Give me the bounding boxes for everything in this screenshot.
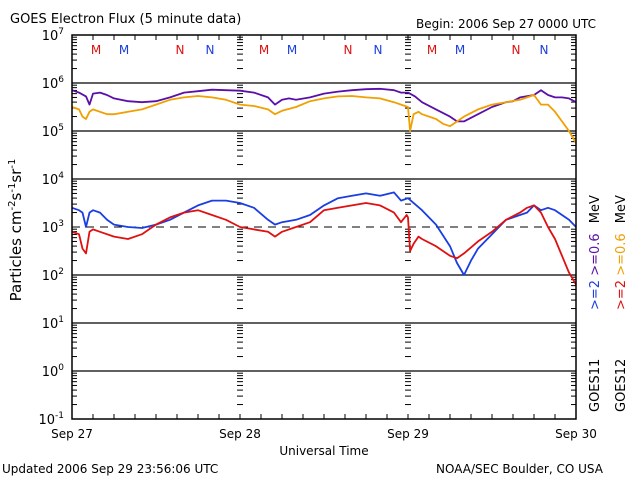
y-tick-label: 101 — [42, 315, 64, 332]
y-tick-label: 103 — [42, 219, 64, 236]
legend-g11-06mev: >=0.6 — [588, 233, 603, 276]
satellite-marker-label: M — [287, 43, 297, 57]
y-tick-label: 104 — [42, 171, 65, 188]
legend-energy-goes11: >=2 >=0.6 MeV — [588, 195, 603, 310]
satellite-marker-label: N — [206, 43, 215, 57]
y-tick-label: 106 — [42, 75, 65, 92]
plot-frame — [71, 34, 577, 420]
chart-title: GOES Electron Flux (5 minute data) — [10, 12, 242, 27]
legend-g12-2mev: >=2 — [614, 279, 629, 310]
legend-goes11-text: GOES11 — [588, 358, 603, 412]
y-tick-label: 100 — [42, 363, 65, 380]
series-line-3 — [71, 202, 577, 286]
x-tick-label: Sep 28 — [219, 427, 261, 441]
credit-text: NOAA/SEC Boulder, CO USA — [436, 462, 603, 476]
y-tick-label: 107 — [42, 27, 64, 44]
begin-date: Begin: 2006 Sep 27 0000 UTC — [416, 17, 597, 31]
y-tick-label: 102 — [42, 267, 64, 284]
satellite-marker-label: M — [119, 43, 129, 57]
x-tick-label: Sep 29 — [387, 427, 429, 441]
satellite-marker-label: N — [344, 43, 353, 57]
grid-lines — [72, 82, 576, 372]
satellite-marker-label: N — [176, 43, 185, 57]
satellite-marker-label: M — [259, 43, 269, 57]
x-tick-label: Sep 30 — [555, 427, 597, 441]
legend-mev-unit-2: MeV — [614, 195, 629, 224]
legend-goes12: GOES12 — [614, 359, 629, 412]
legend-mev-unit: MeV — [588, 195, 603, 224]
x-axis-label: Universal Time — [279, 444, 368, 458]
satellite-marker-label: M — [91, 43, 101, 57]
series-line-1 — [71, 94, 577, 144]
legend-g12-06mev: >=0.6 — [614, 233, 629, 276]
legend-goes12-text: GOES12 — [614, 358, 629, 412]
y-tick-labels: 107 106 105 104 103 102 101 100 10-1 — [38, 27, 64, 428]
updated-timestamp: Updated 2006 Sep 29 23:56:06 UTC — [2, 462, 219, 476]
series-lines — [71, 87, 577, 286]
legend-goes11: GOES11 — [588, 359, 603, 412]
y-tick-label: 105 — [42, 123, 64, 140]
x-tick-label: Sep 27 — [51, 427, 93, 441]
series-line-0 — [71, 87, 577, 123]
x-tick-labels: Sep 27 Sep 28 Sep 29 Sep 30 — [51, 427, 597, 441]
satellite-marker-label: N — [512, 43, 521, 57]
series-line-2 — [71, 191, 577, 276]
satellite-marker-label: N — [540, 43, 549, 57]
y-tick-label: 10-1 — [38, 411, 64, 428]
legend-g11-2mev: >=2 — [588, 279, 603, 310]
satellite-marker-label: N — [374, 43, 383, 57]
satellite-marker-label: M — [427, 43, 437, 57]
legend-energy-goes12: >=2 >=0.6 MeV — [614, 195, 629, 310]
satellite-marker-label: M — [455, 43, 465, 57]
